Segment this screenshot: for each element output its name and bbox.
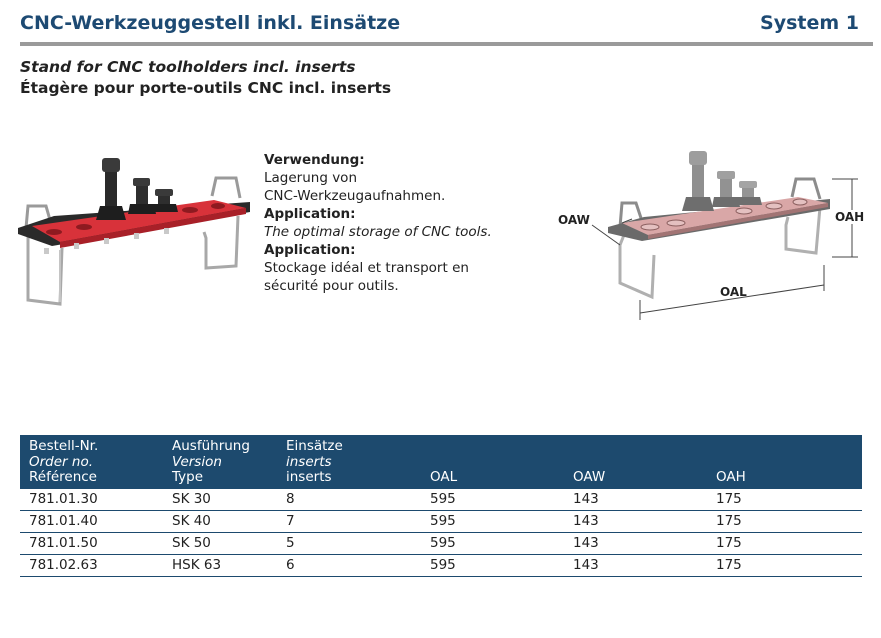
header-version: Ausführung Version Type <box>163 435 277 489</box>
cell-oaw: 143 <box>564 554 707 577</box>
subtitle-english: Stand for CNC toolholders incl. inserts <box>20 58 356 76</box>
cell-version: SK 40 <box>163 510 277 533</box>
cell-oah: 175 <box>707 554 862 577</box>
header-inserts: Einsätze inserts inserts <box>277 435 421 489</box>
dimension-drawing: OAW OAH OAL <box>548 145 868 329</box>
cell-inserts: 6 <box>277 554 421 577</box>
header-oal: OAL <box>421 435 564 489</box>
cell-oal: 595 <box>421 554 564 577</box>
cell-inserts: 8 <box>277 488 421 511</box>
header-oaw: OAW <box>564 435 707 489</box>
cell-order-no: 781.01.30 <box>20 488 163 511</box>
dimension-label-oal: OAL <box>720 285 747 299</box>
usage-heading-de: Verwendung: <box>264 152 365 168</box>
order-table: Bestell-Nr. Order no. Référence Ausführu… <box>20 435 862 577</box>
cell-version: HSK 63 <box>163 554 277 577</box>
header-inserts-en: inserts <box>286 453 332 470</box>
header-version-de: Ausführung <box>172 438 250 454</box>
table-row: 781.01.50 SK 50 5 595 143 175 <box>20 532 862 555</box>
usage-text-fr-2: sécurité pour outils. <box>264 278 399 294</box>
usage-heading-en: Application: <box>264 206 356 222</box>
product-photo <box>14 150 254 314</box>
usage-text-en: The optimal storage of CNC tools. <box>264 224 492 240</box>
cell-oah: 175 <box>707 532 862 555</box>
subtitle-french: Étagère pour porte-outils CNC incl. inse… <box>20 79 392 97</box>
usage-text-fr-1: Stockage idéal et transport en <box>264 260 469 276</box>
cell-oah: 175 <box>707 510 862 533</box>
usage-text-de-2: CNC-Werkzeugaufnahmen. <box>264 188 446 204</box>
header-order-no-de: Bestell-Nr. <box>29 438 99 454</box>
cell-oal: 595 <box>421 510 564 533</box>
usage-description: Verwendung: Lagerung von CNC-Werkzeugauf… <box>264 151 524 295</box>
header-version-fr: Type <box>172 469 204 485</box>
dimension-label-oaw: OAW <box>558 213 590 227</box>
cell-oah: 175 <box>707 488 862 511</box>
table-header-row: Bestell-Nr. Order no. Référence Ausführu… <box>20 435 862 489</box>
cell-version: SK 50 <box>163 532 277 555</box>
cell-inserts: 7 <box>277 510 421 533</box>
header-version-en: Version <box>172 453 222 470</box>
table-row: 781.02.63 HSK 63 6 595 143 175 <box>20 554 862 577</box>
cell-oaw: 143 <box>564 488 707 511</box>
header-inserts-de: Einsätze <box>286 438 343 454</box>
header-divider <box>20 42 873 46</box>
cell-oaw: 143 <box>564 532 707 555</box>
system-label: System 1 <box>760 12 859 34</box>
usage-text-de-1: Lagerung von <box>264 170 357 186</box>
cell-inserts: 5 <box>277 532 421 555</box>
cell-order-no: 781.01.40 <box>20 510 163 533</box>
cell-version: SK 30 <box>163 488 277 511</box>
page-title: CNC-Werkzeuggestell inkl. Einsätze <box>20 12 401 34</box>
dimension-label-oah: OAH <box>835 210 865 224</box>
cell-oal: 595 <box>421 532 564 555</box>
header-order-no-fr: Référence <box>29 469 97 485</box>
cell-order-no: 781.01.50 <box>20 532 163 555</box>
table-row: 781.01.40 SK 40 7 595 143 175 <box>20 510 862 533</box>
header-inserts-fr: inserts <box>286 469 332 485</box>
header-order-no-en: Order no. <box>29 453 93 470</box>
header-oah: OAH <box>707 435 862 489</box>
cell-oal: 595 <box>421 488 564 511</box>
cell-order-no: 781.02.63 <box>20 554 163 577</box>
header-order-no: Bestell-Nr. Order no. Référence <box>20 435 163 489</box>
table-row: 781.01.30 SK 30 8 595 143 175 <box>20 488 862 511</box>
usage-heading-fr: Application: <box>264 242 356 258</box>
cell-oaw: 143 <box>564 510 707 533</box>
